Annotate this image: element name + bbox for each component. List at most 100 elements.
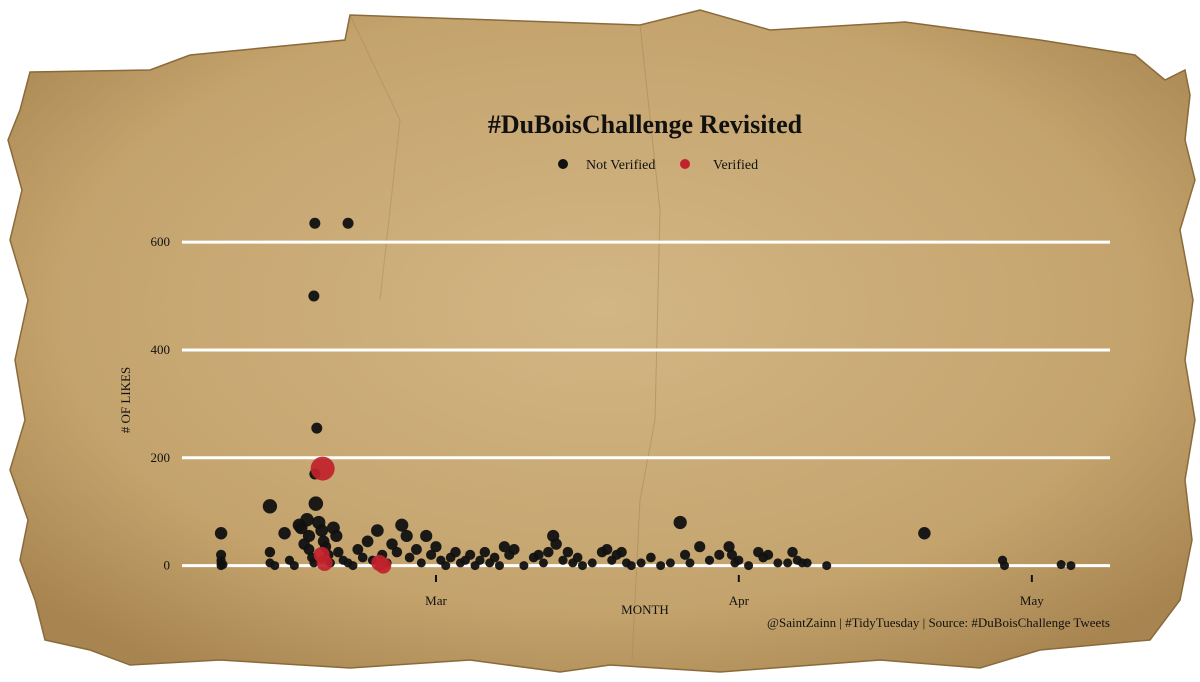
point-not-verified [479,546,491,558]
point-verified [310,456,335,481]
paper-background [7,9,1196,673]
point-not-verified [734,555,744,565]
point-not-verified [426,549,437,560]
point-not-verified [550,538,562,550]
point-not-verified [475,555,485,565]
point-not-verified [315,524,329,537]
point-not-verified [330,529,343,543]
point-not-verified [420,529,433,543]
legend-label-verified: Verified [713,158,758,173]
legend-label-not-verified: Not Verified [586,158,655,173]
y-tick-label: 400 [151,342,171,357]
x-tick-label: May [1020,593,1044,608]
point-not-verified [430,541,442,553]
point-not-verified [680,549,691,560]
point-not-verified [400,529,413,543]
paper-crease [349,14,401,301]
point-not-verified [572,552,583,563]
point-not-verified [533,549,544,560]
point-not-verified [404,552,415,563]
point-not-verified [601,544,613,555]
point-not-verified [498,541,510,553]
point-not-verified [214,527,228,540]
x-tick-label: Apr [729,593,750,608]
point-not-verified [744,561,754,571]
point-not-verified [773,558,783,568]
point-not-verified [311,422,323,434]
point-not-verified [278,527,291,540]
y-tick-label: 200 [151,450,171,465]
point-not-verified [562,546,574,558]
point-not-verified [704,555,715,565]
point-not-verified [386,538,398,550]
paper-crease [631,24,661,661]
y-tick-label: 0 [164,558,171,573]
point-not-verified [494,561,504,571]
point-not-verified [489,552,500,563]
point-not-verified [787,546,798,558]
point-not-verified [802,558,812,568]
point-not-verified [348,561,358,571]
point-not-verified [395,518,409,532]
point-not-verified [723,541,735,553]
point-not-verified [538,558,548,568]
point-not-verified [685,558,695,568]
point-not-verified [626,561,636,571]
point-not-verified [465,549,476,560]
point-not-verified [218,560,228,570]
point-not-verified [342,217,354,229]
point-not-verified [441,561,451,571]
point-not-verified [578,561,588,571]
point-not-verified [361,535,374,548]
point-not-verified [357,552,368,563]
point-not-verified [289,561,299,571]
point-not-verified [416,558,426,568]
point-not-verified [558,555,568,565]
point-not-verified [264,546,276,558]
point-not-verified [783,558,793,568]
point-not-verified [646,552,656,563]
point-not-verified [333,546,344,558]
legend-dot-not-verified [558,159,568,169]
point-not-verified [303,544,315,555]
point-not-verified [308,290,320,302]
point-not-verified [1066,561,1076,571]
point-not-verified [371,524,384,537]
point-not-verified [450,546,461,558]
point-not-verified [391,546,403,558]
point-not-verified [411,544,422,555]
point-not-verified [300,513,314,527]
point-not-verified [763,549,774,560]
point-not-verified [1056,560,1066,570]
legend: Not Verified Verified [558,158,758,173]
point-not-verified [714,549,725,560]
point-not-verified [665,558,675,568]
point-not-verified [694,541,706,553]
point-not-verified [918,527,931,540]
point-not-verified [543,546,554,558]
chart-title: #DuBoisChallenge Revisited [488,110,803,139]
point-not-verified [519,561,529,571]
point-not-verified [587,558,597,568]
caption: @SaintZainn | #TidyTuesday | Source: #Du… [767,615,1110,630]
point-not-verified [270,561,280,571]
point-not-verified [302,529,316,543]
point-not-verified [616,546,627,558]
point-not-verified [309,558,319,568]
y-axis-label: # OF LIKES [118,367,133,433]
point-not-verified [1000,561,1010,571]
point-not-verified [309,217,321,229]
point-not-verified [262,499,278,514]
x-axis-label: MONTH [621,602,669,617]
point-not-verified [726,549,738,560]
point-not-verified [308,496,324,511]
point-not-verified [656,561,666,571]
point-not-verified [636,558,646,568]
point-verified [316,554,333,571]
x-tick-label: Mar [425,593,447,608]
point-not-verified [352,544,364,555]
legend-dot-verified [680,159,690,169]
point-not-verified [508,544,520,555]
point-not-verified [822,561,832,571]
